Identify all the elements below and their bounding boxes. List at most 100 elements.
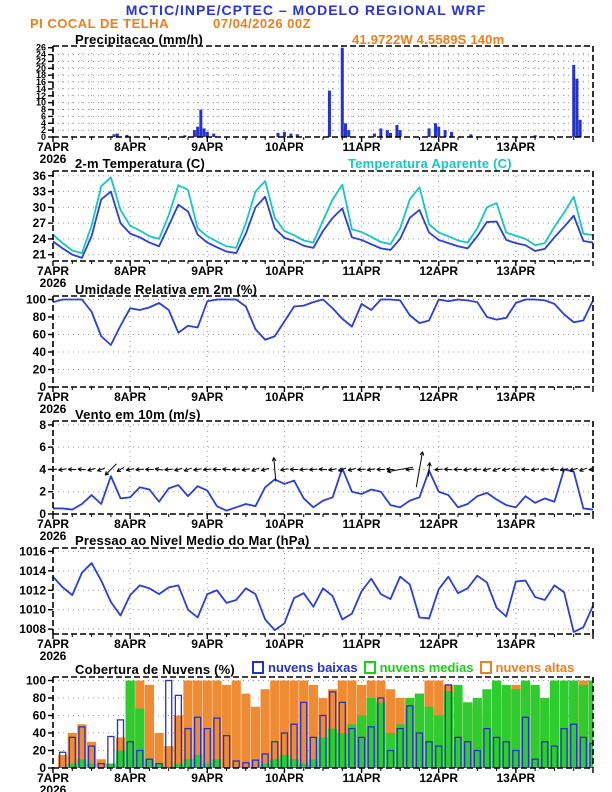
svg-text:2026: 2026 [40,529,67,543]
svg-text:0: 0 [39,761,46,775]
svg-text:24: 24 [33,232,47,246]
svg-text:9APR: 9APR [191,637,223,651]
svg-text:2: 2 [39,485,46,499]
svg-text:9APR: 9APR [191,140,223,154]
svg-text:13APR: 13APR [497,264,536,278]
svg-text:2026: 2026 [40,649,67,663]
svg-text:7APR: 7APR [37,264,69,278]
svg-text:10: 10 [36,98,46,108]
svg-text:6: 6 [41,111,46,121]
wind-chart: 0 2 4 6 8 7APR 8APR 9APR 10APR 11APR 12APR 13APR 202… [37,418,594,543]
svg-text:0: 0 [39,507,46,521]
cloud-cover-title: Cobertura de Nuvens (%) [75,662,235,677]
wind-title: Vento em 10m (m/s) [75,407,201,422]
svg-text:1012: 1012 [19,583,46,597]
svg-text:60: 60 [33,328,47,342]
svg-text:100: 100 [26,293,46,307]
station-name: PI COCAL DE TELHA [30,16,169,31]
svg-text:12APR: 12APR [419,264,458,278]
svg-text:20: 20 [33,744,47,758]
svg-text:8APR: 8APR [114,140,146,154]
svg-text:22: 22 [36,56,46,66]
svg-text:10APR: 10APR [265,517,304,531]
pressure-chart: 1008 1010 1012 1014 1016 7APR 8APR 9APR 10APR 11A… [19,544,594,663]
legend-item-mid-clouds: nuvens medias [363,660,474,675]
svg-text:8APR: 8APR [114,517,146,531]
svg-text:7APR: 7APR [37,637,69,651]
svg-text:8APR: 8APR [114,264,146,278]
svg-text:80: 80 [33,691,47,705]
svg-text:40: 40 [33,345,47,359]
svg-text:6: 6 [39,440,46,454]
legend-item-low-clouds: nuvens baixas [252,660,358,675]
page-title: MCTIC/INPE/CPTEC – MODELO REGIONAL WRF [125,2,487,18]
svg-text:60: 60 [33,709,47,723]
svg-text:11APR: 11APR [343,637,381,651]
temperature-title: 2-m Temperatura (C) [75,156,205,171]
svg-text:7APR: 7APR [37,771,69,785]
svg-text:9APR: 9APR [191,517,223,531]
high-clouds-label: nuvens altas [495,660,575,675]
svg-text:10APR: 10APR [265,637,304,651]
svg-text:4: 4 [39,462,46,476]
svg-text:26: 26 [36,43,46,53]
svg-text:7APR: 7APR [37,517,69,531]
svg-text:20: 20 [33,363,47,377]
svg-text:7APR: 7APR [37,140,69,154]
svg-text:11APR: 11APR [343,517,381,531]
svg-text:1010: 1010 [19,603,46,617]
svg-text:12APR: 12APR [419,140,458,154]
svg-text:8APR: 8APR [114,390,146,404]
pressure-title: Pressao ao Nivel Medio do Mar (hPa) [75,533,310,548]
svg-text:0: 0 [41,132,46,142]
svg-text:2026: 2026 [40,783,67,792]
svg-text:20: 20 [36,63,46,73]
svg-text:10APR: 10APR [265,390,304,404]
svg-text:16: 16 [36,77,46,87]
svg-text:8APR: 8APR [114,637,146,651]
svg-text:11APR: 11APR [343,264,381,278]
svg-text:8: 8 [39,418,46,432]
cloud-legend: nuvens baixas nuvens medias nuvens altas [252,660,574,675]
svg-text:24: 24 [36,50,46,60]
svg-text:12: 12 [36,91,46,101]
svg-text:1016: 1016 [19,544,46,558]
svg-text:9APR: 9APR [191,390,223,404]
station-coordinates: 41.9722W 4.5589S 140m [352,32,505,47]
svg-text:13APR: 13APR [497,637,536,651]
svg-text:1014: 1014 [19,564,46,578]
svg-text:36: 36 [33,169,47,183]
svg-text:13APR: 13APR [497,390,536,404]
svg-text:12APR: 12APR [419,517,458,531]
svg-text:2026: 2026 [40,152,67,166]
svg-text:40: 40 [33,726,47,740]
svg-text:11APR: 11APR [343,771,381,785]
svg-text:8: 8 [41,105,46,115]
precipitation-title: Precipitacao (mm/h) [75,32,204,47]
svg-text:4: 4 [41,118,46,128]
mid-clouds-label: nuvens medias [379,660,474,675]
svg-text:12APR: 12APR [419,390,458,404]
svg-text:10APR: 10APR [265,771,304,785]
svg-text:0: 0 [39,380,46,394]
high-clouds-swatch-icon [479,661,492,674]
svg-text:2026: 2026 [40,276,67,290]
legend-item-high-clouds: nuvens altas [479,660,575,675]
svg-text:100: 100 [26,674,46,688]
svg-text:33: 33 [33,185,47,199]
svg-text:1008: 1008 [19,622,46,636]
humidity-title: Umidade Relativa em 2m (%) [75,282,258,297]
svg-text:14: 14 [36,84,46,94]
svg-text:11APR: 11APR [343,140,381,154]
low-clouds-swatch-icon [252,661,264,674]
svg-text:12APR: 12APR [419,771,458,785]
svg-text:27: 27 [33,216,47,230]
svg-text:30: 30 [33,200,47,214]
svg-text:9APR: 9APR [191,771,223,785]
svg-text:80: 80 [33,310,47,324]
svg-text:18: 18 [36,70,46,80]
mid-clouds-swatch-icon [363,661,376,674]
